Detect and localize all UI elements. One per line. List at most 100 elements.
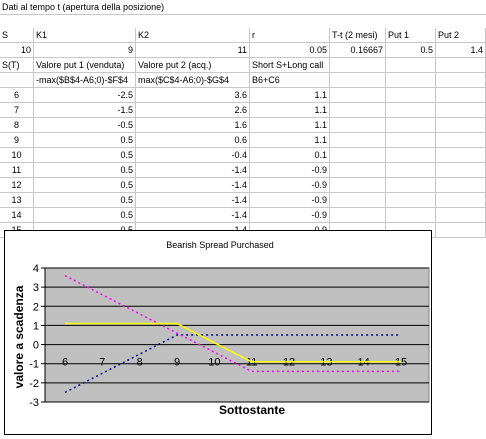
formula-put1[interactable]: -max($B$4-A6;0)-$F$4 (34, 73, 136, 88)
param-header-t[interactable]: T-t (2 mesi) (330, 28, 386, 43)
empty-cell[interactable] (436, 118, 486, 133)
cell-put1[interactable]: -2.5 (34, 88, 136, 103)
cell-put1[interactable]: 0.5 (34, 148, 136, 163)
table-row: 12 0.5 -1.4 -0.9 (0, 178, 486, 193)
cell-st[interactable]: 11 (0, 163, 34, 178)
cell-st[interactable]: 9 (0, 133, 34, 148)
table-row: 6 -2.5 3.6 1.1 (0, 88, 486, 103)
empty-cell[interactable] (386, 208, 436, 223)
empty-cell[interactable] (330, 58, 386, 73)
empty-cell[interactable] (436, 208, 486, 223)
cell-st[interactable]: 7 (0, 103, 34, 118)
cell-st[interactable]: 8 (0, 118, 34, 133)
col-header-put2[interactable]: Valore put 2 (acq.) (136, 58, 250, 73)
empty-cell[interactable] (386, 58, 436, 73)
cell-total[interactable]: -0.9 (250, 178, 330, 193)
cell-total[interactable]: -0.9 (250, 208, 330, 223)
cell-put2[interactable]: -1.4 (136, 208, 250, 223)
empty-cell[interactable] (386, 73, 436, 88)
param-header-put1[interactable]: Put 1 (386, 28, 436, 43)
cell-total[interactable]: 1.1 (250, 103, 330, 118)
empty-cell[interactable] (386, 148, 436, 163)
cell-put2[interactable]: 1.6 (136, 118, 250, 133)
cell-put1[interactable]: -1.5 (34, 103, 136, 118)
cell-put1[interactable]: 0.5 (34, 163, 136, 178)
cell-total[interactable]: 1.1 (250, 88, 330, 103)
empty-cell[interactable] (386, 193, 436, 208)
empty-cell[interactable] (330, 88, 386, 103)
chart-object[interactable]: Bearish Spread Purchased Sottostante val… (4, 230, 432, 435)
cell-put2[interactable]: -1.4 (136, 163, 250, 178)
empty-cell[interactable] (330, 178, 386, 193)
empty-cell[interactable] (386, 88, 436, 103)
empty-cell[interactable] (386, 163, 436, 178)
param-value-t[interactable]: 0.16667 (330, 43, 386, 58)
empty-cell[interactable] (436, 88, 486, 103)
empty-cell[interactable] (330, 133, 386, 148)
cell-put2[interactable]: 2.6 (136, 103, 250, 118)
cell-total[interactable]: 1.1 (250, 133, 330, 148)
empty-cell[interactable] (330, 148, 386, 163)
formula-total[interactable]: B6+C6 (250, 73, 330, 88)
empty-cell[interactable] (436, 178, 486, 193)
cell-total[interactable]: -0.9 (250, 193, 330, 208)
cell-put1[interactable]: 0.5 (34, 133, 136, 148)
empty-cell[interactable] (330, 103, 386, 118)
x-tick-label: 9 (174, 357, 180, 369)
param-header-k2[interactable]: K2 (136, 28, 250, 43)
y-tick-label: -3 (29, 397, 39, 409)
cell-put1[interactable]: 0.5 (34, 208, 136, 223)
empty-cell[interactable] (436, 163, 486, 178)
cell-put2[interactable]: 0.6 (136, 133, 250, 148)
param-value-r[interactable]: 0.05 (250, 43, 330, 58)
col-header-st[interactable]: S(T) (0, 58, 34, 73)
cell-put1[interactable]: -0.5 (34, 118, 136, 133)
empty-cell[interactable] (436, 133, 486, 148)
param-value-k2[interactable]: 11 (136, 43, 250, 58)
cell-st[interactable]: 12 (0, 178, 34, 193)
param-value-s[interactable]: 10 (0, 43, 34, 58)
empty-cell[interactable] (330, 118, 386, 133)
cell-total[interactable]: 1.1 (250, 118, 330, 133)
empty-cell[interactable] (386, 103, 436, 118)
empty-cell[interactable] (330, 193, 386, 208)
cell-put2[interactable]: -1.4 (136, 193, 250, 208)
param-header-r[interactable]: r (250, 28, 330, 43)
empty-cell[interactable] (436, 73, 486, 88)
param-header-k1[interactable]: K1 (34, 28, 136, 43)
empty-cell[interactable] (436, 223, 486, 238)
param-value-put1[interactable]: 0.5 (386, 43, 436, 58)
sheet-title[interactable]: Dati al tempo t (apertura della posizion… (0, 0, 486, 15)
cell-total[interactable]: -0.9 (250, 163, 330, 178)
col-header-total[interactable]: Short S+Long call (250, 58, 330, 73)
param-header-s[interactable]: S (0, 28, 34, 43)
cell-put2[interactable]: -0.4 (136, 148, 250, 163)
cell-st[interactable]: 14 (0, 208, 34, 223)
cell-st[interactable]: 6 (0, 88, 34, 103)
cell-put2[interactable]: -1.4 (136, 178, 250, 193)
param-header-put2[interactable]: Put 2 (436, 28, 486, 43)
cell-put1[interactable]: 0.5 (34, 193, 136, 208)
cell-put2[interactable]: 3.6 (136, 88, 250, 103)
empty-cell[interactable] (436, 58, 486, 73)
col-header-put1[interactable]: Valore put 1 (venduta) (34, 58, 136, 73)
empty-cell[interactable] (330, 208, 386, 223)
param-value-k1[interactable]: 9 (34, 43, 136, 58)
cell-st[interactable]: 10 (0, 148, 34, 163)
formula-put2[interactable]: max($C$4-A6;0)-$G$4 (136, 73, 250, 88)
empty-cell[interactable] (386, 133, 436, 148)
empty-cell[interactable] (436, 193, 486, 208)
cell-st[interactable]: 13 (0, 193, 34, 208)
empty-cell[interactable] (436, 148, 486, 163)
empty-cell[interactable] (386, 118, 436, 133)
x-axis-label: Sottostante (219, 403, 285, 417)
empty-cell[interactable] (0, 73, 34, 88)
param-value-put2[interactable]: 1.4 (436, 43, 486, 58)
empty-cell[interactable] (330, 73, 386, 88)
empty-cell[interactable] (386, 178, 436, 193)
empty-cell[interactable] (436, 103, 486, 118)
empty-cell[interactable] (330, 163, 386, 178)
column-header-row: S(T) Valore put 1 (venduta) Valore put 2… (0, 58, 486, 73)
cell-total[interactable]: 0.1 (250, 148, 330, 163)
cell-put1[interactable]: 0.5 (34, 178, 136, 193)
